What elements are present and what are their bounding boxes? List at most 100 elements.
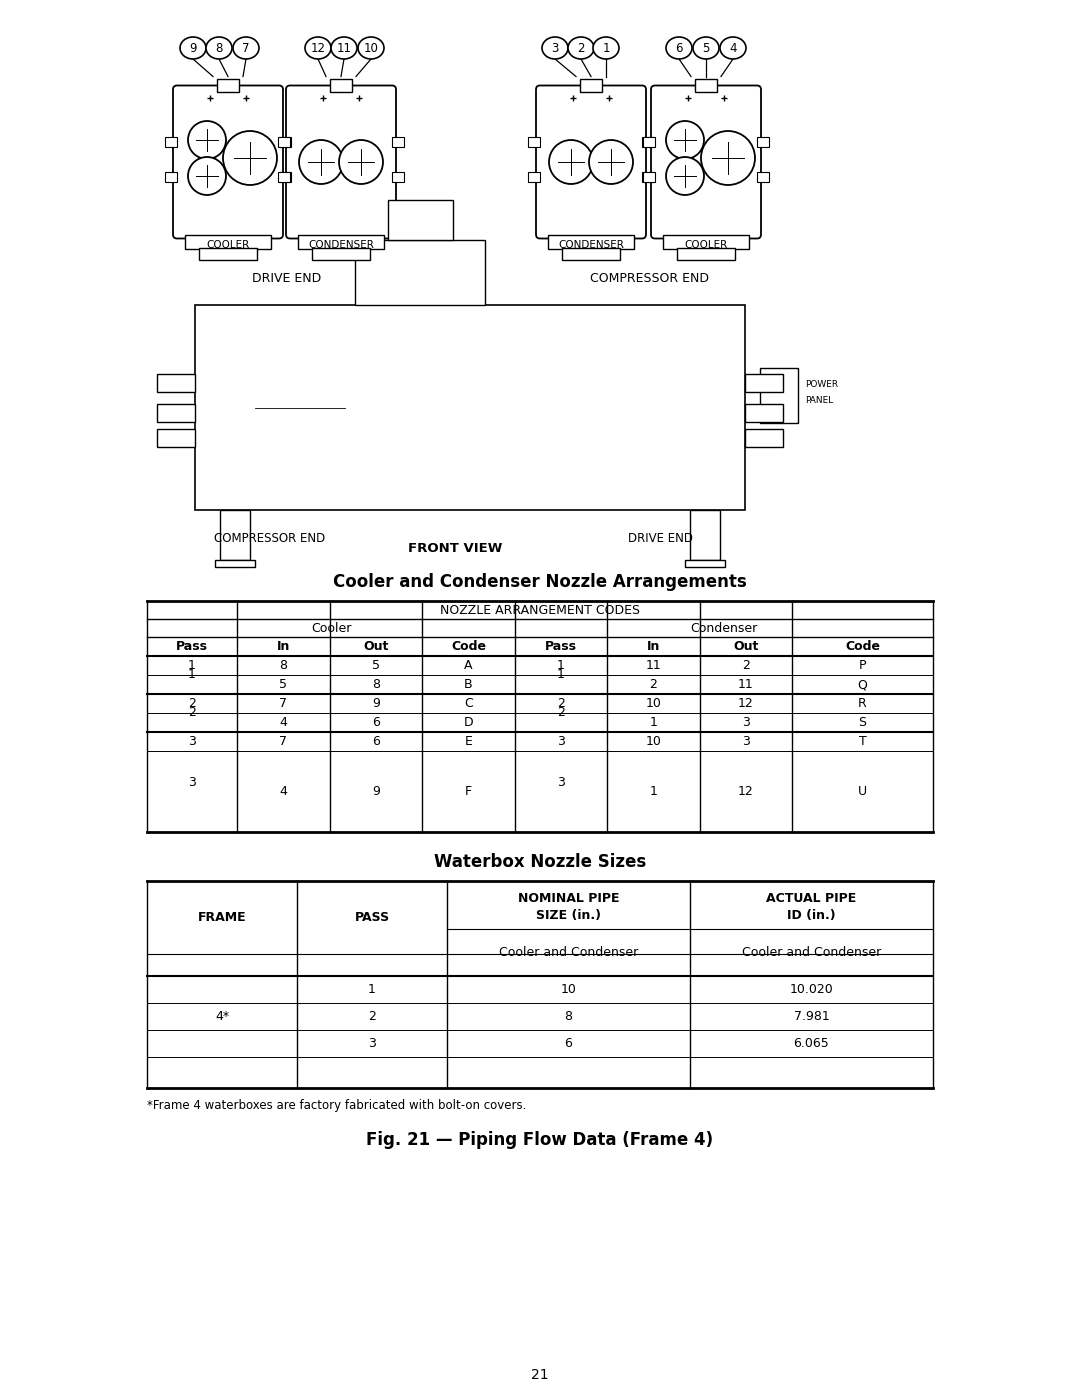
Text: Q: Q — [858, 678, 867, 692]
Text: 2: 2 — [742, 659, 750, 672]
Text: 5: 5 — [702, 42, 710, 54]
Text: B: B — [464, 678, 473, 692]
Text: In: In — [276, 640, 291, 652]
Ellipse shape — [330, 36, 357, 59]
Bar — [528, 137, 540, 147]
Text: 4: 4 — [280, 717, 287, 729]
Text: FRONT VIEW: FRONT VIEW — [408, 542, 502, 555]
Bar — [663, 235, 750, 249]
Text: 3: 3 — [551, 42, 558, 54]
Text: Code: Code — [451, 640, 486, 652]
Text: 3: 3 — [368, 1037, 376, 1051]
Bar — [157, 373, 195, 391]
Bar — [278, 172, 291, 182]
FancyBboxPatch shape — [173, 85, 283, 239]
Text: SIZE (in.): SIZE (in.) — [536, 909, 600, 922]
Text: 12: 12 — [738, 785, 754, 798]
Text: S: S — [859, 717, 866, 729]
Text: 3: 3 — [742, 717, 750, 729]
Text: 10: 10 — [364, 42, 378, 54]
Bar — [643, 172, 654, 182]
Circle shape — [666, 156, 704, 196]
Text: COMPRESSOR END: COMPRESSOR END — [214, 531, 326, 545]
Text: 2: 2 — [557, 697, 565, 710]
Bar — [528, 172, 540, 182]
Ellipse shape — [180, 36, 206, 59]
Text: COOLER: COOLER — [206, 240, 249, 250]
Text: 1: 1 — [649, 717, 658, 729]
Bar — [757, 137, 769, 147]
Bar — [685, 560, 725, 567]
Text: FRAME: FRAME — [198, 911, 246, 923]
Ellipse shape — [357, 36, 384, 59]
Bar — [580, 78, 602, 91]
Text: 3: 3 — [188, 735, 195, 747]
Text: DRIVE END: DRIVE END — [627, 531, 692, 545]
Bar — [392, 137, 404, 147]
Circle shape — [666, 122, 704, 159]
Ellipse shape — [542, 36, 568, 59]
Bar — [642, 137, 654, 147]
Bar — [760, 367, 798, 422]
Text: 4*: 4* — [215, 1010, 229, 1023]
Text: 1: 1 — [649, 785, 658, 798]
Text: 3: 3 — [188, 775, 195, 788]
Text: Pass: Pass — [545, 640, 577, 652]
Text: 5: 5 — [372, 659, 380, 672]
Ellipse shape — [666, 36, 692, 59]
Text: Cooler and Condenser Nozzle Arrangements: Cooler and Condenser Nozzle Arrangements — [333, 573, 747, 591]
Text: 10: 10 — [561, 983, 577, 996]
Text: 1: 1 — [557, 659, 565, 672]
Text: In: In — [647, 640, 660, 652]
Bar — [677, 247, 735, 260]
Text: CONDENSER: CONDENSER — [308, 240, 374, 250]
Bar — [165, 137, 177, 147]
Ellipse shape — [568, 36, 594, 59]
Text: 1: 1 — [188, 669, 195, 682]
Text: Cooler and Condenser: Cooler and Condenser — [499, 946, 638, 958]
Text: T: T — [859, 735, 866, 747]
Bar — [278, 137, 291, 147]
Text: 1: 1 — [188, 659, 195, 672]
Text: Condenser: Condenser — [690, 622, 758, 634]
Bar — [165, 172, 177, 182]
Circle shape — [589, 140, 633, 184]
Bar — [157, 404, 195, 422]
Text: Waterbox Nozzle Sizes: Waterbox Nozzle Sizes — [434, 854, 646, 870]
Text: 7: 7 — [242, 42, 249, 54]
Text: PASS: PASS — [354, 911, 390, 923]
Bar — [217, 78, 239, 91]
Text: 4: 4 — [280, 785, 287, 798]
Ellipse shape — [593, 36, 619, 59]
Bar — [388, 200, 453, 240]
Bar — [157, 429, 195, 447]
Text: Pass: Pass — [176, 640, 208, 652]
FancyBboxPatch shape — [651, 85, 761, 239]
Text: R: R — [859, 697, 867, 710]
Ellipse shape — [305, 36, 330, 59]
Text: 21: 21 — [531, 1368, 549, 1382]
Text: 2: 2 — [557, 707, 565, 719]
Bar — [215, 560, 255, 567]
Text: U: U — [858, 785, 867, 798]
Bar — [298, 235, 384, 249]
Text: *Frame 4 waterboxes are factory fabricated with bolt-on covers.: *Frame 4 waterboxes are factory fabricat… — [147, 1098, 526, 1112]
Ellipse shape — [693, 36, 719, 59]
Bar — [696, 78, 717, 91]
Text: 9: 9 — [373, 697, 380, 710]
Bar — [745, 404, 783, 422]
Bar — [745, 373, 783, 391]
Text: D: D — [463, 717, 473, 729]
Text: 6: 6 — [373, 717, 380, 729]
Ellipse shape — [206, 36, 232, 59]
Text: 6: 6 — [373, 735, 380, 747]
Text: 8: 8 — [372, 678, 380, 692]
Text: COMPRESSOR END: COMPRESSOR END — [591, 271, 710, 285]
Circle shape — [701, 131, 755, 184]
Text: P: P — [859, 659, 866, 672]
Text: 5: 5 — [280, 678, 287, 692]
Text: 1: 1 — [368, 983, 376, 996]
Text: CONDENSER: CONDENSER — [558, 240, 624, 250]
Bar — [279, 172, 291, 182]
Text: C: C — [464, 697, 473, 710]
